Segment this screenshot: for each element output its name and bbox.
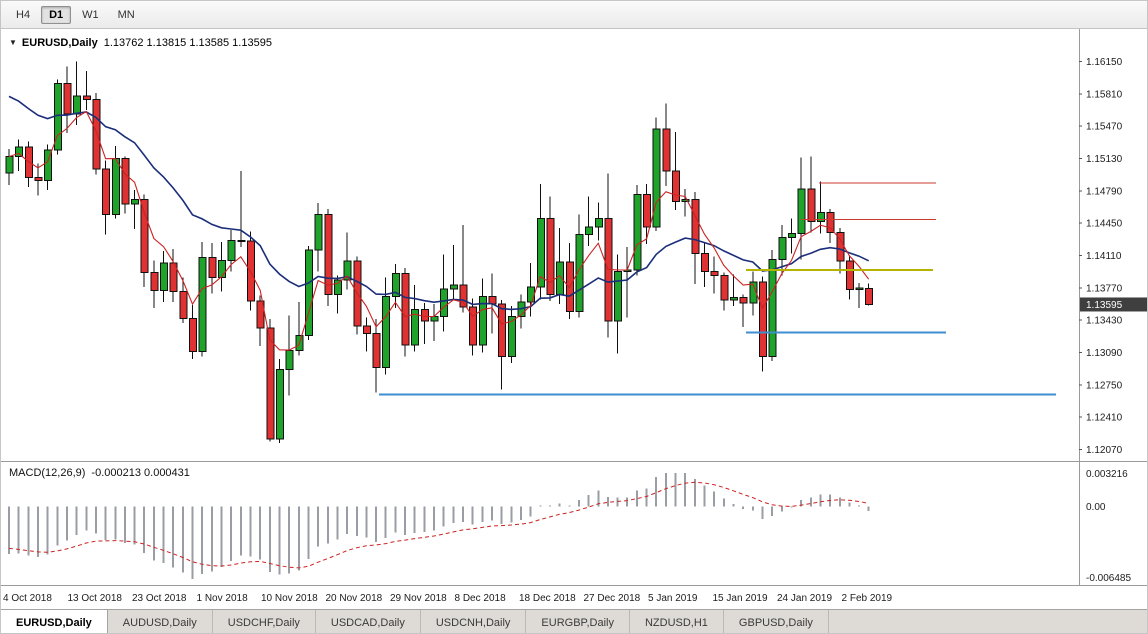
time-axis-label: 23 Oct 2018 (132, 593, 187, 604)
price-axis-label: 1.16150 (1086, 57, 1123, 68)
slow-ma-line (8, 95, 870, 311)
chart-symbol-label: EURUSD,Daily (21, 37, 98, 49)
timeframe-button-d1[interactable]: D1 (41, 5, 72, 24)
price-axis-label: 1.12750 (1086, 380, 1123, 391)
macd-indicator-title: MACD(12,26,9) -0.000213 0.000431 (9, 467, 190, 479)
chart-dropdown-icon[interactable]: ▼ (9, 38, 17, 47)
price-axis[interactable]: 1.16150 1.15810 1.15470 1.15130 1.14790 1.144… (1079, 57, 1123, 456)
tab-usdcnh-daily[interactable]: USDCNH,Daily (421, 610, 527, 633)
macd-axis-label: -0.006485 (1086, 573, 1131, 584)
price-axis-label: 1.12410 (1086, 413, 1123, 424)
time-axis-label: 10 Nov 2018 (261, 593, 318, 604)
macd-values: -0.000213 0.000431 (91, 467, 190, 479)
fast-ma-line (8, 110, 870, 351)
time-axis-label: 18 Dec 2018 (519, 593, 576, 604)
macd-axis-label: 0.003216 (1086, 469, 1128, 480)
time-axis-label: 20 Nov 2018 (326, 593, 383, 604)
time-axis-label: 15 Jan 2019 (713, 593, 768, 604)
chart-canvas[interactable]: 1.16150 1.15810 1.15470 1.15130 1.14790 1.144… (1, 29, 1148, 609)
macd-label: MACD(12,26,9) (9, 467, 86, 479)
tab-usdchf-daily[interactable]: USDCHF,Daily (213, 610, 316, 633)
tab-audusd-daily[interactable]: AUDUSD,Daily (108, 610, 213, 633)
time-axis-label: 2 Feb 2019 (842, 593, 893, 604)
price-axis-label: 1.14450 (1086, 219, 1123, 230)
tab-nzdusd-h1[interactable]: NZDUSD,H1 (630, 610, 724, 633)
price-axis-label: 1.13430 (1086, 316, 1123, 327)
price-axis-label: 1.15810 (1086, 89, 1123, 100)
price-axis-label: 1.13770 (1086, 283, 1123, 294)
time-axis-label: 4 Oct 2018 (3, 593, 52, 604)
tab-eurusd-daily[interactable]: EURUSD,Daily (1, 610, 108, 633)
time-axis-label: 8 Dec 2018 (455, 593, 507, 604)
timeframe-button-mn[interactable]: MN (117, 8, 135, 21)
current-price-badge: 1.13595 (1080, 297, 1147, 312)
candlestick-series (5, 61, 874, 443)
time-axis-label: 1 Nov 2018 (197, 593, 249, 604)
timeframe-toolbar: H4 D1 W1 MN (1, 1, 1147, 29)
macd-axis: 0.003216 0.00 -0.006485 (1086, 469, 1131, 584)
macd-signal-line (8, 481, 869, 569)
tab-usdcad-daily[interactable]: USDCAD,Daily (316, 610, 421, 633)
price-axis-label: 1.14110 (1086, 251, 1122, 262)
time-axis-label: 5 Jan 2019 (648, 593, 698, 604)
symbol-tabbar: EURUSD,Daily AUDUSD,Daily USDCHF,Daily USDC… (1, 609, 1147, 633)
chart-window: 1.16150 1.15810 1.15470 1.15130 1.14790 1.144… (1, 29, 1148, 609)
svg-text:1.13595: 1.13595 (1086, 300, 1123, 311)
tab-eurgbp-daily[interactable]: EURGBP,Daily (526, 610, 630, 633)
tab-gbpusd-daily[interactable]: GBPUSD,Daily (724, 610, 829, 633)
time-axis-label: 27 Dec 2018 (584, 593, 641, 604)
macd-histogram (8, 473, 870, 579)
price-axis-label: 1.15470 (1086, 122, 1123, 133)
timeframe-button-w1[interactable]: W1 (82, 8, 99, 21)
price-axis-label: 1.13090 (1086, 348, 1123, 359)
chart-ohlc-values: 1.13762 1.13815 1.13585 1.13595 (103, 37, 272, 49)
time-axis[interactable]: 4 Oct 2018 13 Oct 2018 23 Oct 2018 1 Nov 20… (3, 593, 893, 604)
chart-title: ▼ EURUSD,Daily 1.13762 1.13815 1.13585 1.1… (9, 37, 272, 49)
timeframe-button-h4[interactable]: H4 (16, 8, 31, 21)
price-axis-label: 1.14790 (1086, 186, 1123, 197)
time-axis-label: 24 Jan 2019 (777, 593, 832, 604)
support-resistance-lines[interactable] (379, 182, 1056, 396)
time-axis-label: 29 Nov 2018 (390, 593, 447, 604)
price-axis-label: 1.12070 (1086, 445, 1123, 456)
macd-axis-label: 0.00 (1086, 502, 1106, 513)
time-axis-label: 13 Oct 2018 (68, 593, 123, 604)
price-axis-label: 1.15130 (1086, 154, 1123, 165)
